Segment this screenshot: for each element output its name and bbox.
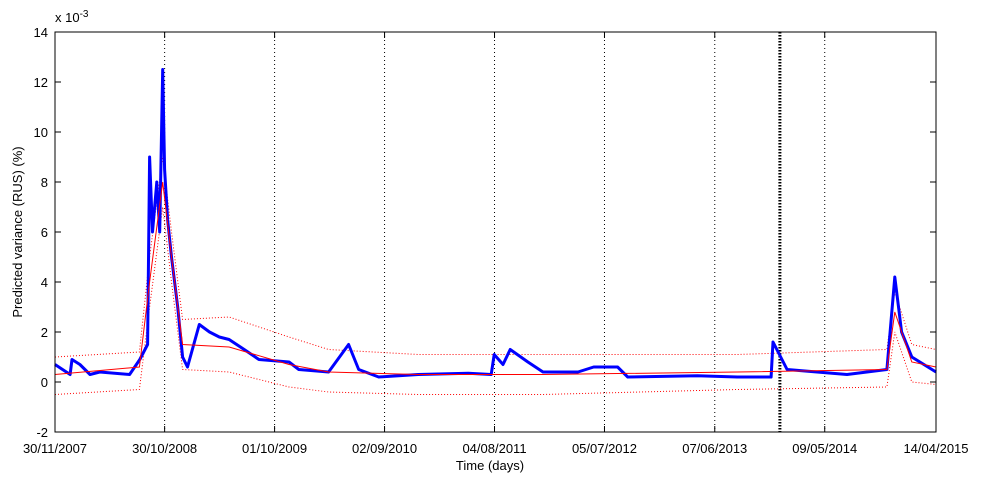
- x-tick-label: 30/11/2007: [23, 441, 87, 456]
- y-axis-label: Predicted variance (RUS) (%): [10, 146, 25, 317]
- y-tick-label: 0: [41, 375, 48, 390]
- x-tick-label: 07/06/2013: [682, 441, 747, 456]
- y-multiplier: x 10-3: [55, 9, 89, 25]
- y-tick-label: 8: [41, 175, 48, 190]
- y-tick-label: -2: [36, 425, 48, 440]
- x-tick-label: 01/10/2009: [242, 441, 307, 456]
- y-tick-label: 4: [41, 275, 48, 290]
- multiplier-base: x 10: [55, 10, 80, 25]
- x-tick-label: 09/05/2014: [792, 441, 857, 456]
- x-tick-label: 14/04/2015: [903, 441, 968, 456]
- y-tick-label: 14: [34, 25, 48, 40]
- y-tick-label: 2: [41, 325, 48, 340]
- x-tick-label: 05/07/2012: [572, 441, 637, 456]
- axes-box: [54, 31, 937, 433]
- x-tick-label: 02/09/2010: [352, 441, 417, 456]
- y-tick-label: 10: [34, 125, 48, 140]
- x-tick-label: 04/08/2011: [462, 441, 526, 456]
- multiplier-exponent: -3: [80, 9, 89, 20]
- x-axis-label: Time (days): [456, 458, 524, 473]
- data-line: [54, 68, 937, 379]
- x-tick-label: 30/10/2008: [132, 441, 197, 456]
- plot-area: [55, 32, 936, 432]
- data-line: [54, 181, 937, 375]
- y-tick-label: 6: [41, 225, 48, 240]
- y-tick-label: 12: [34, 75, 48, 90]
